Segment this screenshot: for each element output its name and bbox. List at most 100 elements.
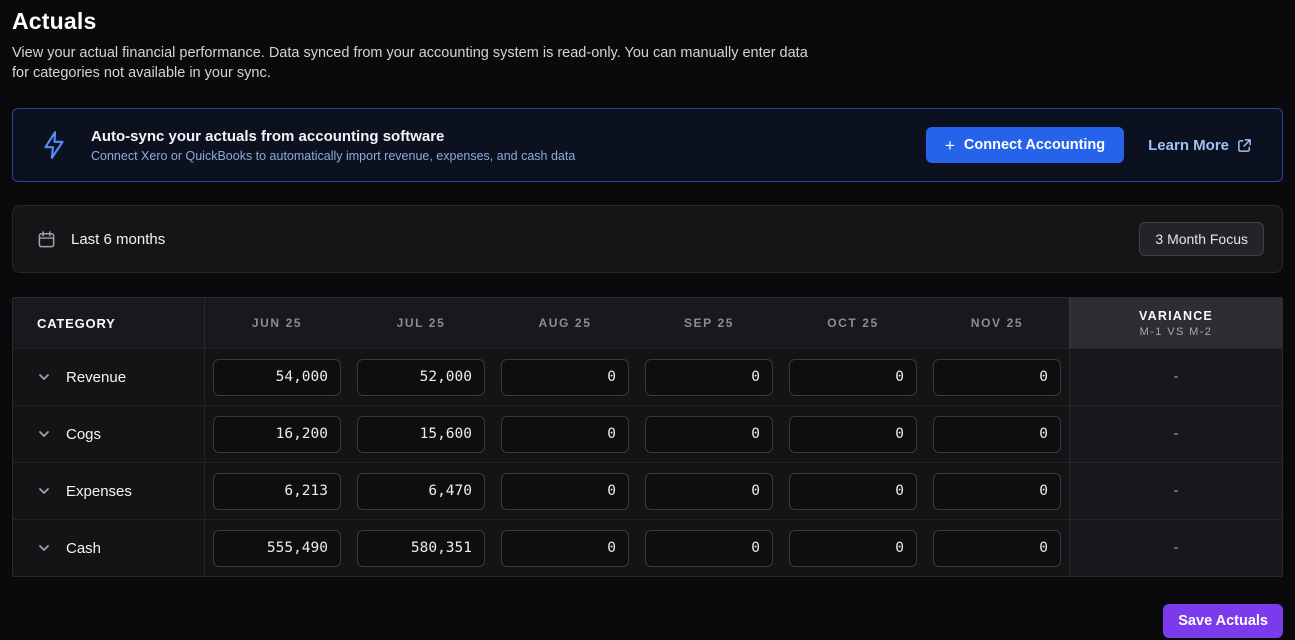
actual-value-input[interactable] xyxy=(501,416,629,453)
actual-value-input[interactable] xyxy=(789,530,917,567)
month-column-header: SEP 25 xyxy=(637,298,781,348)
calendar-icon xyxy=(37,230,56,249)
table-header-row: CATEGORY JUN 25JUL 25AUG 25SEP 25OCT 25N… xyxy=(13,298,1282,348)
month-column-header: JUN 25 xyxy=(205,298,349,348)
chevron-down-icon[interactable] xyxy=(37,484,51,498)
category-label: Revenue xyxy=(66,369,126,386)
actual-value-input[interactable] xyxy=(357,473,485,510)
value-cell xyxy=(781,349,925,405)
value-cell xyxy=(781,406,925,462)
learn-more-link[interactable]: Learn More xyxy=(1148,137,1252,154)
month-column-header: OCT 25 xyxy=(781,298,925,348)
table-row: Revenue - xyxy=(13,348,1282,405)
value-cell xyxy=(349,406,493,462)
value-cell xyxy=(925,463,1069,519)
value-cell xyxy=(493,520,637,576)
category-label: Cogs xyxy=(66,426,101,443)
banner-subtitle: Connect Xero or QuickBooks to automatica… xyxy=(91,149,575,163)
actual-value-input[interactable] xyxy=(789,416,917,453)
value-cell xyxy=(925,520,1069,576)
footer: Save Actuals xyxy=(12,604,1283,638)
category-cell[interactable]: Cash xyxy=(13,520,205,576)
month-column-header: NOV 25 xyxy=(925,298,1069,348)
actual-value-input[interactable] xyxy=(501,359,629,396)
value-cell xyxy=(637,520,781,576)
save-actuals-button[interactable]: Save Actuals xyxy=(1163,604,1283,638)
value-cell xyxy=(637,463,781,519)
table-row: Cash- xyxy=(13,519,1282,576)
external-link-icon xyxy=(1237,138,1252,153)
value-cell xyxy=(205,463,349,519)
value-cell xyxy=(493,349,637,405)
actual-value-input[interactable] xyxy=(789,359,917,396)
value-cell xyxy=(637,406,781,462)
date-range-label: Last 6 months xyxy=(71,231,165,248)
value-cell xyxy=(493,463,637,519)
learn-more-label: Learn More xyxy=(1148,137,1229,154)
category-label: Expenses xyxy=(66,483,132,500)
actual-value-input[interactable] xyxy=(645,416,773,453)
page-description-line2: for categories not available in your syn… xyxy=(12,63,1283,83)
actuals-table: CATEGORY JUN 25JUL 25AUG 25SEP 25OCT 25N… xyxy=(12,297,1283,577)
actual-value-input[interactable] xyxy=(645,473,773,510)
category-cell[interactable]: Expenses xyxy=(13,463,205,519)
variance-header-subtitle: M-1 VS M-2 xyxy=(1140,326,1213,338)
value-cell xyxy=(781,520,925,576)
value-cell xyxy=(205,520,349,576)
category-cell[interactable]: Revenue xyxy=(13,349,205,405)
month-column-header: JUL 25 xyxy=(349,298,493,348)
variance-cell: - xyxy=(1069,406,1282,462)
actual-value-input[interactable] xyxy=(789,473,917,510)
banner-text: Auto-sync your actuals from accounting s… xyxy=(91,128,575,163)
three-month-focus-button[interactable]: 3 Month Focus xyxy=(1139,222,1264,256)
value-cell xyxy=(925,349,1069,405)
value-cell xyxy=(349,463,493,519)
actual-value-input[interactable] xyxy=(357,359,485,396)
value-cell xyxy=(349,520,493,576)
category-label: Cash xyxy=(66,540,101,557)
variance-column-header: VARIANCE M-1 VS M-2 xyxy=(1069,298,1282,348)
banner-actions: + Connect Accounting Learn More xyxy=(926,127,1254,163)
actuals-page: Actuals View your actual financial perfo… xyxy=(0,0,1295,638)
table-row: Cogs - xyxy=(13,405,1282,462)
chevron-down-icon[interactable] xyxy=(37,370,51,384)
value-cell xyxy=(205,406,349,462)
actual-value-input[interactable] xyxy=(645,359,773,396)
value-cell xyxy=(637,349,781,405)
page-description-line1: View your actual financial performance. … xyxy=(12,43,1283,63)
actual-value-input[interactable] xyxy=(501,530,629,567)
table-row: Expenses- xyxy=(13,462,1282,519)
value-cell xyxy=(493,406,637,462)
value-cell xyxy=(205,349,349,405)
page-description: View your actual financial performance. … xyxy=(12,43,1283,83)
variance-cell: - xyxy=(1069,349,1282,405)
lightning-icon xyxy=(41,130,67,160)
variance-header-title: VARIANCE xyxy=(1139,309,1213,323)
actual-value-input[interactable] xyxy=(645,530,773,567)
date-range-bar: Last 6 months 3 Month Focus xyxy=(12,205,1283,273)
actual-value-input[interactable] xyxy=(933,359,1061,396)
actual-value-input[interactable] xyxy=(357,530,485,567)
value-cell xyxy=(349,349,493,405)
connect-accounting-button[interactable]: + Connect Accounting xyxy=(926,127,1124,163)
chevron-down-icon[interactable] xyxy=(37,541,51,555)
actual-value-input[interactable] xyxy=(213,416,341,453)
actual-value-input[interactable] xyxy=(357,416,485,453)
chevron-down-icon[interactable] xyxy=(37,427,51,441)
actual-value-input[interactable] xyxy=(933,473,1061,510)
actual-value-input[interactable] xyxy=(213,359,341,396)
category-column-header: CATEGORY xyxy=(13,298,205,348)
category-cell[interactable]: Cogs xyxy=(13,406,205,462)
value-cell xyxy=(925,406,1069,462)
actual-value-input[interactable] xyxy=(933,530,1061,567)
month-column-header: AUG 25 xyxy=(493,298,637,348)
actual-value-input[interactable] xyxy=(933,416,1061,453)
auto-sync-banner: Auto-sync your actuals from accounting s… xyxy=(12,108,1283,182)
actual-value-input[interactable] xyxy=(213,530,341,567)
actual-value-input[interactable] xyxy=(501,473,629,510)
banner-title: Auto-sync your actuals from accounting s… xyxy=(91,128,575,145)
date-range-selector[interactable]: Last 6 months xyxy=(37,230,165,249)
actual-value-input[interactable] xyxy=(213,473,341,510)
connect-accounting-label: Connect Accounting xyxy=(964,137,1105,153)
page-title: Actuals xyxy=(12,8,1283,35)
